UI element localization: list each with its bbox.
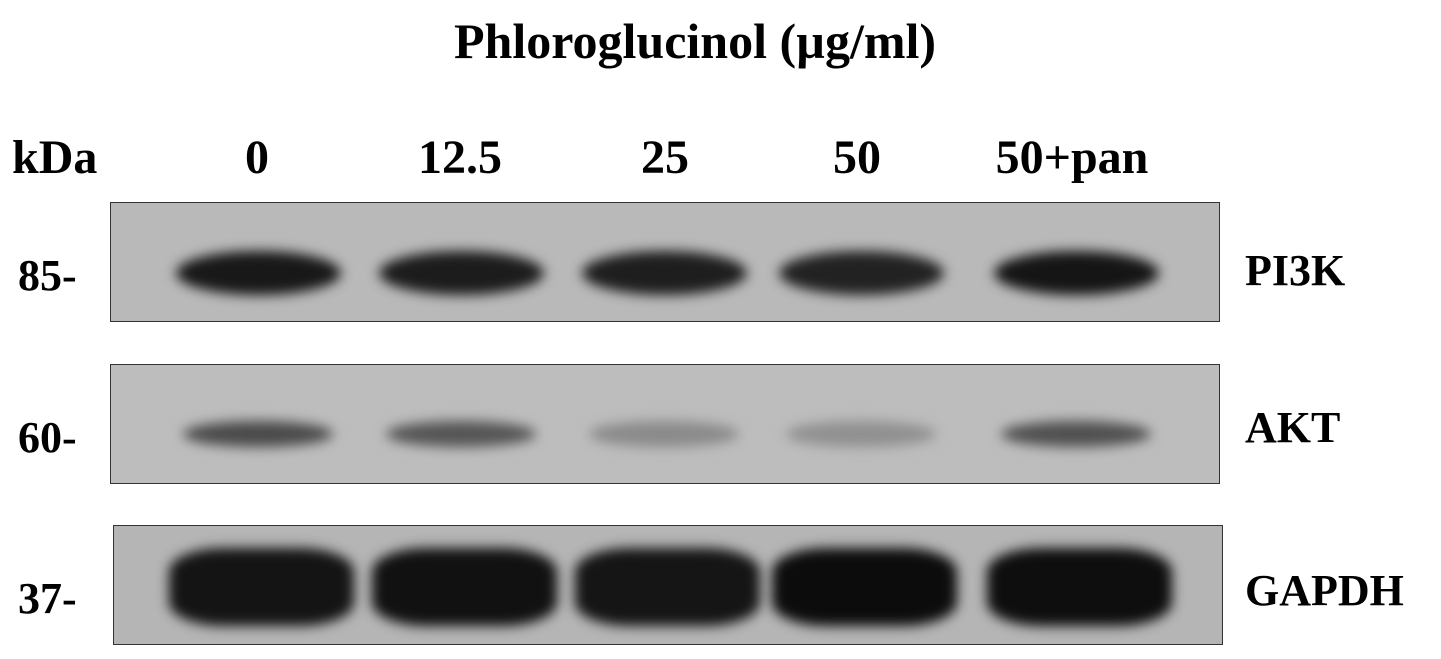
protein-band (168, 548, 354, 626)
kda-label: kDa (12, 131, 98, 184)
lane-label: 0 (245, 131, 269, 184)
protein-band (574, 548, 760, 626)
figure-title: Phloroglucinol (µg/ml) (453, 13, 937, 69)
protein-band (778, 251, 944, 295)
lane-label: 50+pan (995, 131, 1149, 184)
protein-label: GAPDH (1245, 566, 1404, 615)
marker-label: 60- (18, 413, 77, 462)
lane-label: 50 (833, 131, 881, 184)
protein-band (371, 548, 557, 626)
marker-label: 37- (18, 574, 77, 623)
blot-panel-gapdh (113, 525, 1223, 645)
protein-band (175, 251, 341, 295)
protein-band (589, 421, 739, 447)
protein-band (1001, 421, 1151, 447)
protein-band (378, 251, 544, 295)
lane-label: 12.5 (418, 131, 502, 184)
protein-band (771, 548, 957, 626)
lane-label: 25 (641, 131, 689, 184)
protein-label: PI3K (1245, 246, 1346, 295)
protein-band (183, 421, 333, 447)
protein-band (386, 421, 536, 447)
protein-label: AKT (1245, 403, 1341, 452)
blot-panel-akt (110, 364, 1220, 484)
blot-panel-pi3k (110, 202, 1220, 322)
protein-band (993, 251, 1159, 295)
marker-label: 85- (18, 251, 77, 300)
protein-band (581, 251, 747, 295)
protein-band (786, 421, 936, 447)
protein-band (986, 548, 1172, 626)
